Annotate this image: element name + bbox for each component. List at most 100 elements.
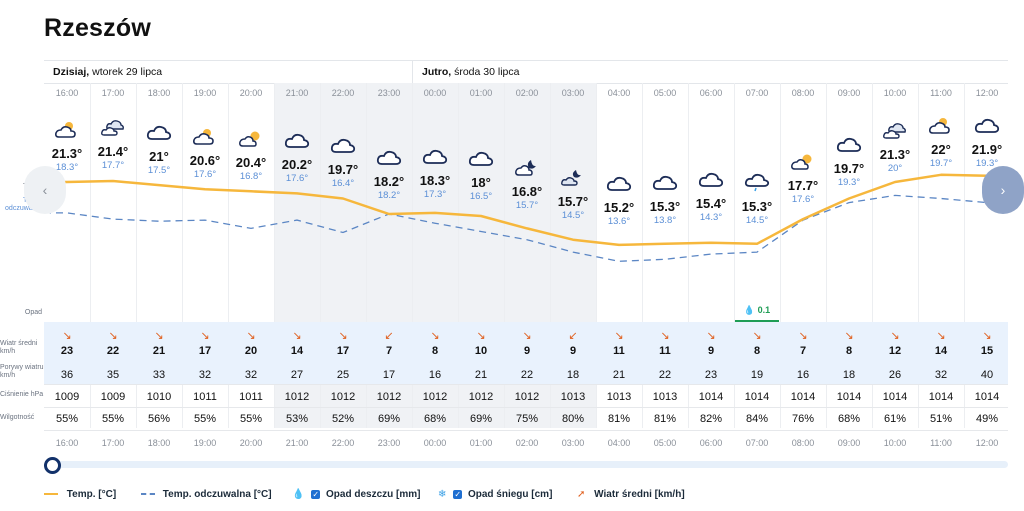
- pressure-value: 1014: [974, 391, 1000, 403]
- wind-speed: 8: [431, 345, 439, 357]
- feels-like-value: 14.3°: [699, 212, 723, 223]
- feels-like-value: 17.6°: [791, 194, 815, 205]
- partly-cloudy-icon: [928, 115, 954, 135]
- temperature-value: 22°: [931, 142, 951, 157]
- pressure-value: 1012: [468, 391, 494, 403]
- snow-checkbox[interactable]: ✓: [453, 490, 463, 499]
- cloud-icon: [330, 135, 356, 155]
- pressure-value: 1012: [330, 391, 356, 403]
- humidity-value: 53%: [285, 413, 309, 425]
- hour-label: 00:00: [423, 88, 447, 98]
- feels-like-value: 17.6°: [193, 169, 217, 180]
- timeline-slider[interactable]: [48, 461, 1008, 468]
- pressure-value: 1014: [698, 391, 724, 403]
- humidity-value: 84%: [745, 413, 769, 425]
- today-header: Dzisiaj, wtorek 29 lipca: [53, 66, 162, 78]
- wind-band: [44, 322, 1008, 384]
- tomorrow-label: Jutro,: [422, 66, 452, 78]
- humidity-label: Wilgotność: [0, 414, 35, 421]
- humidity-value: 81%: [607, 413, 631, 425]
- temperature-value: 21.3°: [51, 146, 83, 161]
- humidity-value: 69%: [377, 413, 401, 425]
- temperature-value: 18.3°: [419, 173, 451, 188]
- hour-label-bottom: 02:00: [515, 438, 539, 448]
- wind-direction-icon: ↘: [522, 330, 532, 342]
- page-title: Rzeszów: [44, 14, 151, 42]
- pressure-value: 1011: [193, 391, 217, 403]
- humidity-value: 55%: [193, 413, 217, 425]
- hour-label: 12:00: [975, 88, 999, 98]
- wind-gust: 32: [198, 369, 212, 381]
- rain-drop-icon: 💧: [743, 305, 756, 315]
- rain-cloud-icon: [744, 172, 770, 192]
- wind-speed: 8: [753, 345, 761, 357]
- wind-speed: 8: [845, 345, 853, 357]
- cloud-icon: [422, 146, 448, 166]
- hour-label: 02:00: [515, 88, 539, 98]
- wind-speed: 17: [198, 345, 212, 357]
- legend-snow[interactable]: ❄ ✓ Opad śniegu [cm]: [438, 489, 552, 500]
- humidity-value: 68%: [423, 413, 447, 425]
- temperature-value: 16.8°: [511, 184, 543, 199]
- humidity-value: 55%: [55, 413, 79, 425]
- hour-label-bottom: 17:00: [101, 438, 125, 448]
- temperature-value: 15.2°: [603, 200, 635, 215]
- temperature-value: 15.3°: [741, 199, 773, 214]
- wind-direction-icon: ↘: [292, 330, 302, 342]
- hour-label-bottom: 18:00: [147, 438, 171, 448]
- timeline-slider-knob[interactable]: [44, 457, 61, 474]
- sun-cloud-icon: [238, 128, 264, 148]
- wind-direction-icon: ↘: [154, 330, 164, 342]
- temperature-value: 21.4°: [97, 144, 129, 159]
- hour-label: 09:00: [837, 88, 861, 98]
- legend-rain[interactable]: 💧 ✓ Opad deszczu [mm]: [292, 489, 420, 500]
- humidity-value: 55%: [101, 413, 125, 425]
- chevron-left-icon: ‹: [42, 182, 48, 198]
- hour-label-bottom: 11:00: [930, 438, 952, 448]
- sun-cloud-icon: [790, 151, 816, 171]
- hour-label-bottom: 20:00: [239, 438, 263, 448]
- wind-gust: 18: [842, 369, 856, 381]
- hour-label-bottom: 22:00: [331, 438, 355, 448]
- hour-label-bottom: 07:00: [745, 438, 769, 448]
- wind-gust: 32: [244, 369, 258, 381]
- hour-label: 04:00: [607, 88, 631, 98]
- pressure-value: 1014: [836, 391, 862, 403]
- feels-like-value: 14.5°: [745, 215, 769, 226]
- rain-checkbox[interactable]: ✓: [311, 490, 321, 499]
- wind-gust: 26: [888, 369, 902, 381]
- row-divider: [44, 407, 1008, 408]
- wind-gust: 19: [750, 369, 764, 381]
- hour-label: 06:00: [699, 88, 723, 98]
- legend-temp[interactable]: Temp. [°C]: [44, 489, 116, 500]
- feels-like-value: 19.3°: [837, 177, 861, 188]
- legend-wind[interactable]: ➚ Wiatr średni [km/h]: [577, 489, 685, 500]
- legend-rain-label: Opad deszczu [mm]: [326, 489, 421, 500]
- humidity-value: 68%: [837, 413, 861, 425]
- wind-speed: 21: [152, 345, 166, 357]
- wind-direction-icon: ↘: [476, 330, 486, 342]
- wind-speed: 10: [474, 345, 488, 357]
- hour-label-bottom: 21:00: [285, 438, 309, 448]
- wind-speed: 11: [659, 345, 671, 357]
- legend-feel[interactable]: Temp. odczuwalna [°C]: [141, 489, 272, 500]
- scroll-left-button[interactable]: ‹: [24, 166, 66, 214]
- cloud-icon: [836, 134, 862, 154]
- cloud-icon: [468, 148, 494, 168]
- pressure-value: 1012: [376, 391, 402, 403]
- hour-label: 03:00: [561, 88, 585, 98]
- wind-direction-icon: ↘: [200, 330, 210, 342]
- hour-label-bottom: 10:00: [883, 438, 907, 448]
- scroll-right-button[interactable]: ›: [982, 166, 1024, 214]
- hour-label: 05:00: [653, 88, 677, 98]
- hour-label: 07:00: [745, 88, 769, 98]
- hour-label-bottom: 23:00: [377, 438, 401, 448]
- pressure-value: 1012: [422, 391, 448, 403]
- feels-like-value: 17.3°: [423, 189, 447, 200]
- hour-label: 11:00: [930, 88, 952, 98]
- pressure-value: 1014: [744, 391, 770, 403]
- tomorrow-date: środa 30 lipca: [454, 66, 520, 78]
- wind-speed: 7: [385, 345, 393, 357]
- temperature-value: 19.7°: [833, 161, 865, 176]
- wind-arrow-icon: ➚: [577, 489, 586, 500]
